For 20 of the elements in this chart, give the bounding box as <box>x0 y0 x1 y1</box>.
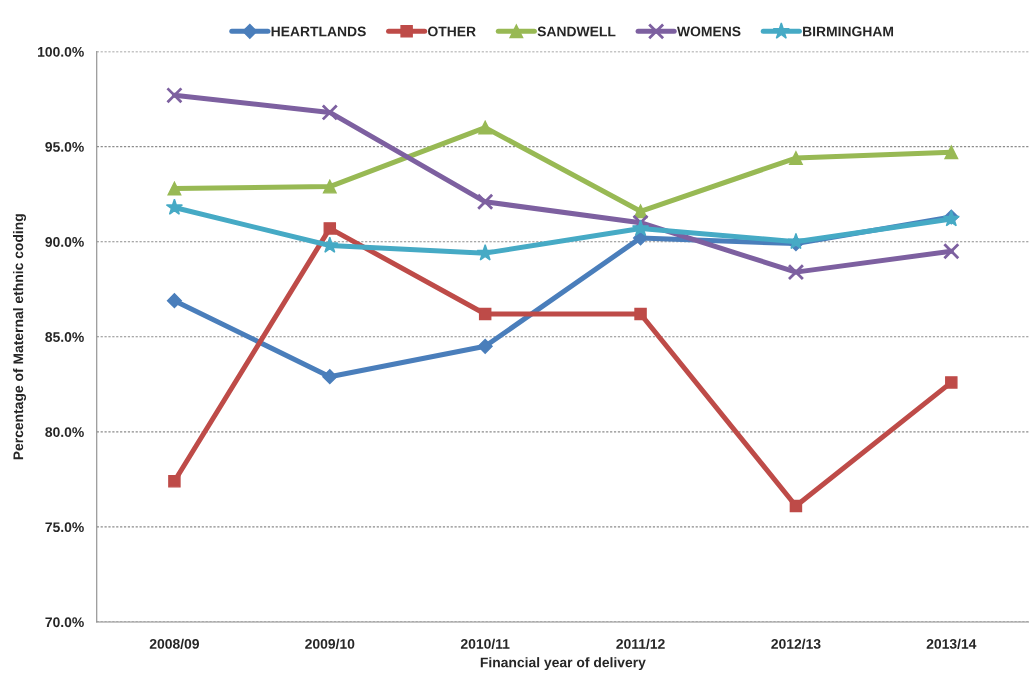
x-tick-label: 2012/13 <box>771 638 821 649</box>
y-tick-label: 95.0% <box>45 142 84 152</box>
y-tick-label: 85.0% <box>45 332 84 342</box>
y-axis-title: Percentage of Maternal ethnic coding <box>13 214 27 460</box>
y-tick-label: 90.0% <box>45 237 84 247</box>
x-tick-label: 2010/11 <box>460 638 510 649</box>
legend-label: SANDWELL <box>537 26 616 37</box>
x-tick-label: 2011/12 <box>616 638 665 649</box>
x-tick-label: 2009/10 <box>305 638 355 649</box>
legend-label: HEARTLANDS <box>271 26 366 37</box>
x-tick-label: 2008/09 <box>149 638 200 649</box>
legend-label: BIRMINGHAM <box>803 26 894 37</box>
legend-label: WOMENS <box>677 26 741 37</box>
y-tick-label: 80.0% <box>45 427 84 438</box>
y-tick-label: 100.0% <box>38 46 84 57</box>
x-axis-title: Financial year of delivery <box>480 657 646 671</box>
legend-label: OTHER <box>428 26 476 37</box>
x-tick-label: 2013/14 <box>926 638 977 649</box>
y-tick-label: 70.0% <box>45 617 84 628</box>
y-tick-label: 75.0% <box>45 522 84 533</box>
